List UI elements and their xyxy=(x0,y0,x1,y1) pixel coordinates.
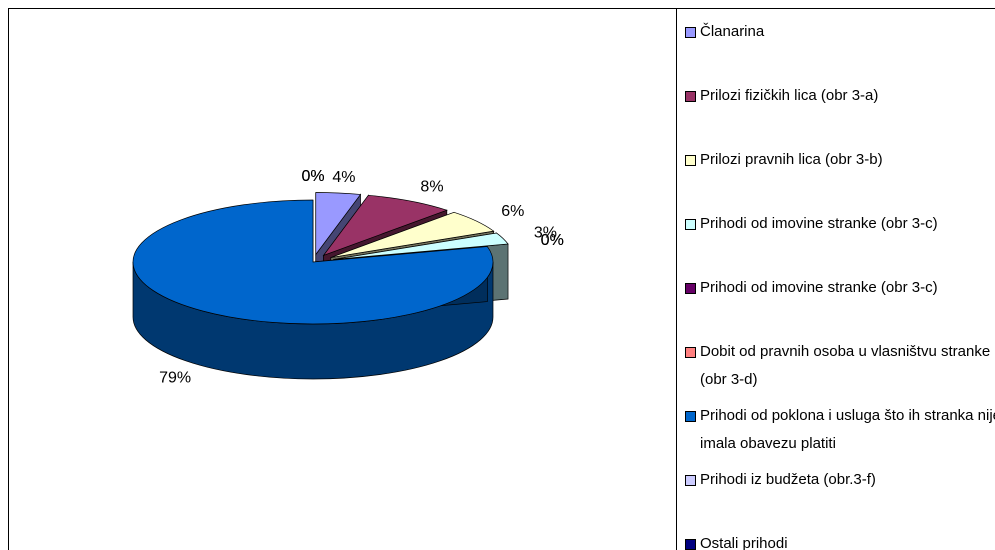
pie-slice xyxy=(333,232,509,260)
data-label: 79% xyxy=(159,369,191,386)
legend-swatch xyxy=(685,347,696,358)
data-labels: 4%8%6%3%0%0%79%0%0% xyxy=(159,168,564,386)
legend-swatch xyxy=(685,27,696,38)
data-label: 0% xyxy=(301,168,324,185)
plot-frame xyxy=(8,8,995,550)
legend-item: Dobit od pravnih osoba u vlasništvu stra… xyxy=(685,338,995,394)
pie-slice xyxy=(322,194,448,257)
legend-label: Ostali prihodi xyxy=(700,535,788,550)
legend-swatch xyxy=(685,283,696,294)
legend-label: Prilozi fizičkih lica (obr 3-a) xyxy=(700,87,879,104)
legend-item: Prihodi od imovine stranke (obr 3-c) xyxy=(685,274,995,302)
legend-swatch xyxy=(685,475,696,486)
legend-label: Prihodi od imovine stranke (obr 3-c) xyxy=(700,215,938,232)
legend-label: Prihodi iz budžeta (obr.3-f) xyxy=(700,471,876,488)
legend-swatch xyxy=(685,155,696,166)
data-label: 4% xyxy=(332,169,355,186)
legend-label: Prihodi od poklona i usluga što ih stran… xyxy=(700,407,995,452)
legend-swatch xyxy=(685,91,696,102)
legend: Članarina Prilozi fizičkih lica (obr 3-a)… xyxy=(676,8,995,550)
legend-item: Članarina xyxy=(685,18,995,46)
pie-slice xyxy=(330,211,495,258)
legend-item: Prilozi pravnih lica (obr 3-b) xyxy=(685,146,995,174)
data-label: 0% xyxy=(541,232,564,249)
legend-swatch xyxy=(685,539,696,550)
legend-label: Prilozi pravnih lica (obr 3-b) xyxy=(700,151,883,168)
legend-item: Prilozi fizičkih lica (obr 3-a) xyxy=(685,82,995,110)
slice-tops xyxy=(132,192,509,325)
legend-swatch xyxy=(685,219,696,230)
pie-slice xyxy=(132,199,494,325)
data-label: 0% xyxy=(301,168,324,185)
pie-slice xyxy=(315,192,362,256)
legend-item: Prihodi od poklona i usluga što ih stran… xyxy=(685,402,995,458)
legend-item: Prihodi od imovine stranke (obr 3-c) xyxy=(685,210,995,238)
legend-item: Ostali prihodi xyxy=(685,530,995,550)
data-label: 0% xyxy=(541,232,564,249)
legend-label: Dobit od pravnih osoba u vlasništvu stra… xyxy=(700,343,991,388)
legend-item: Prihodi iz budžeta (obr.3-f) xyxy=(685,466,995,494)
data-label: 8% xyxy=(420,179,443,196)
legend-label: Prihodi od imovine stranke (obr 3-c) xyxy=(700,279,938,296)
legend-swatch xyxy=(685,411,696,422)
legend-label: Članarina xyxy=(700,23,765,40)
data-label: 6% xyxy=(501,203,524,220)
data-label: 3% xyxy=(534,224,557,241)
